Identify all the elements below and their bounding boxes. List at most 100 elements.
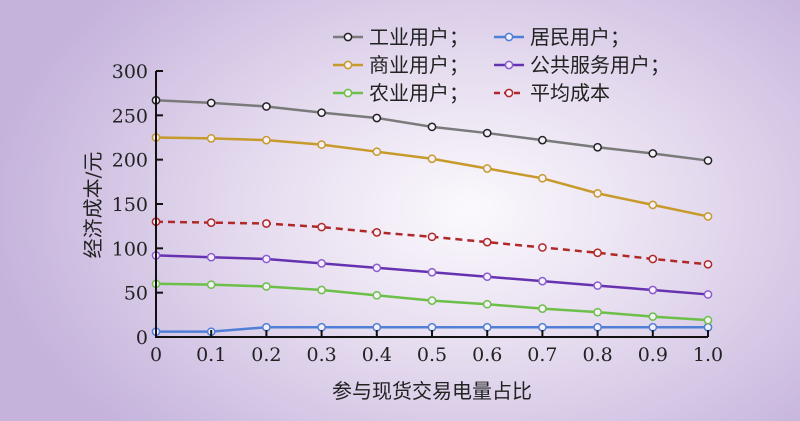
data-point bbox=[593, 307, 602, 317]
data-point bbox=[538, 322, 547, 332]
data-point bbox=[538, 173, 547, 183]
data-point bbox=[482, 237, 492, 247]
data-point bbox=[317, 222, 326, 232]
data-point bbox=[648, 285, 658, 295]
data-point bbox=[703, 212, 713, 221]
data-point bbox=[427, 296, 437, 305]
y-tick-label: 200 bbox=[112, 150, 148, 172]
data-point bbox=[648, 200, 658, 210]
legend-label: 平均成本 bbox=[530, 81, 610, 105]
data-point bbox=[482, 164, 492, 173]
data-point bbox=[427, 154, 437, 164]
legend-marker bbox=[504, 32, 514, 42]
data-point bbox=[427, 322, 437, 332]
legend-label: 公共服务用户； bbox=[530, 53, 670, 77]
legend: 工业用户； 居民用户； 商业用户； 公共服务用户； 农业用户； 平均成本 bbox=[333, 25, 670, 105]
data-point bbox=[262, 322, 271, 332]
data-point bbox=[703, 322, 713, 332]
x-tick-label: 0.2 bbox=[251, 344, 281, 366]
data-point bbox=[482, 128, 492, 138]
x-tick-label: 0.9 bbox=[638, 344, 668, 366]
series-3 bbox=[151, 251, 713, 299]
x-tick-label: 0.3 bbox=[306, 344, 336, 366]
data-point bbox=[262, 254, 271, 264]
data-point bbox=[427, 122, 437, 132]
y-axis-label: 经济成本/元 bbox=[81, 152, 105, 259]
x-tick-label: 0 bbox=[150, 344, 162, 366]
x-axis-label: 参与现货交易电量占比 bbox=[332, 379, 532, 403]
data-point bbox=[703, 290, 713, 299]
data-point bbox=[317, 108, 326, 118]
data-point bbox=[372, 147, 382, 157]
data-point bbox=[427, 232, 437, 242]
data-point bbox=[372, 290, 382, 300]
legend-item: 农业用户； bbox=[333, 81, 469, 105]
data-point bbox=[703, 259, 713, 269]
legend-marker bbox=[343, 88, 353, 98]
legend-item: 商业用户； bbox=[333, 53, 469, 77]
data-point bbox=[372, 228, 382, 237]
data-point bbox=[317, 322, 326, 332]
y-tick-label: 100 bbox=[112, 238, 148, 260]
x-tick-label: 0.4 bbox=[362, 344, 392, 366]
data-point bbox=[262, 219, 271, 228]
legend-marker bbox=[504, 88, 514, 98]
legend-label: 农业用户； bbox=[369, 81, 469, 105]
legend-marker bbox=[343, 60, 353, 70]
data-point bbox=[206, 252, 216, 262]
data-point bbox=[538, 243, 547, 252]
data-point bbox=[262, 135, 271, 145]
data-point bbox=[648, 254, 658, 264]
data-point bbox=[482, 299, 492, 309]
x-tick-label: 0.1 bbox=[196, 344, 226, 366]
legend-label: 工业用户； bbox=[369, 25, 469, 49]
x-tick-label: 1.0 bbox=[693, 344, 723, 366]
series-2 bbox=[151, 133, 713, 221]
x-tick-label: 0.8 bbox=[582, 344, 612, 366]
data-point bbox=[593, 142, 602, 152]
data-point bbox=[317, 285, 326, 295]
series-5 bbox=[151, 217, 713, 269]
legend-marker bbox=[343, 32, 353, 42]
x-tick-label: 0.5 bbox=[417, 344, 447, 366]
legend-item: 工业用户； bbox=[333, 25, 469, 49]
data-point bbox=[648, 149, 658, 158]
data-point bbox=[206, 218, 216, 227]
data-point bbox=[206, 280, 216, 290]
data-point bbox=[206, 134, 216, 143]
data-point bbox=[372, 113, 382, 123]
data-point bbox=[372, 322, 382, 332]
data-point bbox=[703, 315, 713, 325]
series-lines bbox=[151, 95, 713, 337]
legend-label: 居民用户； bbox=[530, 25, 630, 49]
data-point bbox=[262, 282, 271, 291]
data-point bbox=[317, 140, 326, 149]
x-tick-label: 0.7 bbox=[527, 344, 557, 366]
series-0 bbox=[151, 95, 713, 165]
y-tick-label: 300 bbox=[112, 61, 148, 83]
legend-label: 商业用户； bbox=[369, 53, 469, 77]
data-point bbox=[482, 272, 492, 282]
data-point bbox=[703, 156, 713, 165]
y-tick-label: 250 bbox=[112, 105, 148, 127]
x-tick-label: 0.6 bbox=[472, 344, 502, 366]
data-point bbox=[372, 263, 382, 273]
legend-marker bbox=[504, 60, 514, 70]
data-point bbox=[538, 276, 547, 286]
data-point bbox=[593, 248, 602, 258]
data-point bbox=[593, 322, 602, 332]
axes: 0 50 100 150 200 250 300 0 0.1 0.2 0.3 0.4 0.5 0.6 0.7… bbox=[112, 61, 723, 366]
y-tick-label: 150 bbox=[112, 194, 148, 216]
data-point bbox=[648, 322, 658, 332]
data-point bbox=[538, 135, 547, 145]
data-point bbox=[593, 189, 602, 198]
series-4 bbox=[151, 279, 713, 325]
data-point bbox=[538, 304, 547, 313]
data-point bbox=[427, 267, 437, 277]
legend-item: 公共服务用户； bbox=[494, 53, 670, 77]
legend-item: 平均成本 bbox=[494, 81, 610, 105]
y-tick-label: 0 bbox=[136, 327, 148, 349]
data-point bbox=[593, 281, 602, 290]
legend-item: 居民用户； bbox=[494, 25, 630, 49]
